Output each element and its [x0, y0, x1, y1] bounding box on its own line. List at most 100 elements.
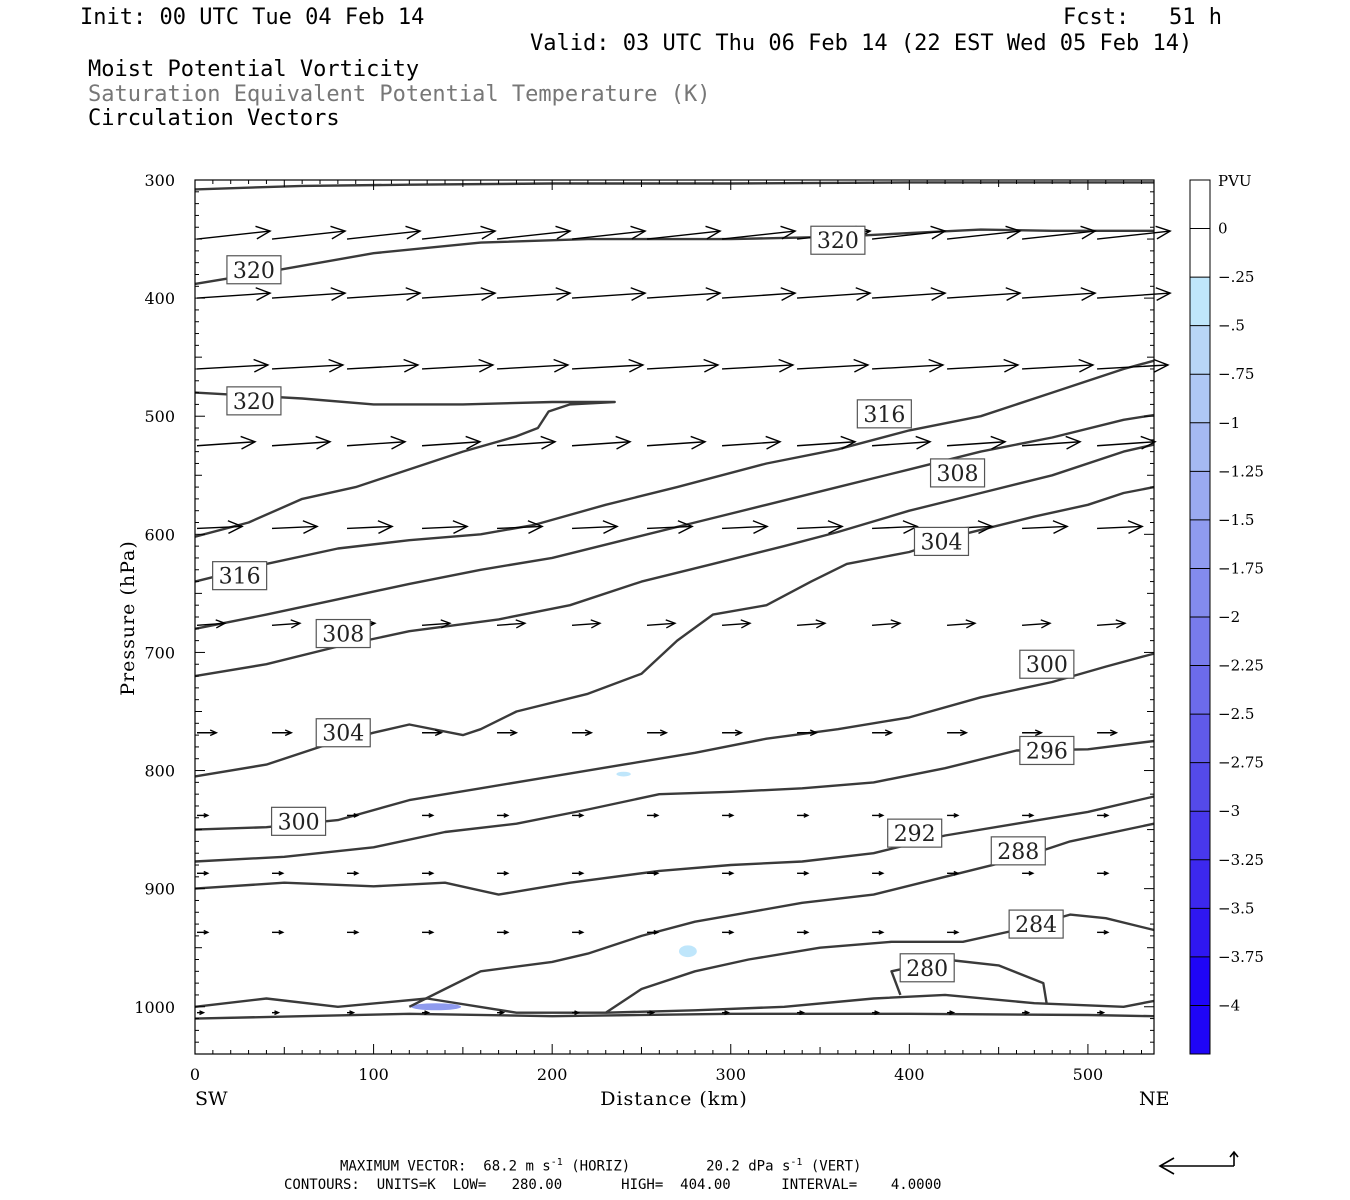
vector-head	[878, 929, 885, 935]
circulation-vector	[947, 870, 960, 876]
circulation-vector	[947, 287, 1022, 301]
circulation-vector	[197, 1010, 206, 1016]
y-tick-label: 600	[144, 525, 175, 544]
circulation-vector	[272, 870, 285, 876]
theta-contour	[194, 795, 1155, 896]
contour-label-box	[270, 806, 327, 836]
vector-head	[584, 729, 594, 737]
circulation-vector	[722, 1010, 731, 1016]
theta-contour	[194, 181, 1154, 191]
circulation-vector	[1021, 225, 1097, 240]
circulation-vector	[871, 225, 947, 240]
y-axis-title: Pressure (hPa)	[117, 540, 139, 696]
vector-head	[953, 929, 960, 935]
vector-head	[1140, 435, 1157, 450]
vector-shaft	[872, 622, 901, 626]
circulation-vector	[646, 619, 677, 629]
vector-head	[677, 520, 694, 534]
vector-shaft	[1097, 525, 1143, 530]
circulation-vector	[497, 870, 510, 876]
vector-head	[803, 929, 810, 935]
vector-head	[799, 1010, 806, 1016]
circulation-vector	[722, 812, 735, 818]
vector-head	[649, 1010, 656, 1016]
vector-head	[203, 870, 210, 876]
vector-head	[703, 358, 720, 373]
vector-shaft	[722, 525, 768, 530]
circulation-vector	[872, 929, 885, 935]
vector-shaft	[496, 292, 571, 299]
theta-contour	[194, 485, 1155, 778]
circulation-vector	[422, 1010, 431, 1016]
vector-head	[405, 225, 422, 240]
vector-shaft	[571, 441, 631, 447]
vector-head	[778, 358, 795, 373]
vector-head	[765, 435, 782, 450]
vector-head	[278, 870, 285, 876]
circulation-vector	[872, 287, 947, 301]
vector-head	[290, 619, 302, 629]
vector-shaft	[271, 622, 301, 626]
vector-shaft	[421, 292, 496, 299]
vector-shaft	[796, 441, 856, 447]
contour-label-text: 304	[920, 530, 962, 555]
vector-shaft	[646, 441, 706, 447]
colorbar-label: −4	[1218, 996, 1240, 1014]
vector-head	[1052, 520, 1069, 534]
vector-head	[478, 358, 495, 373]
circulation-vector	[496, 225, 572, 240]
circulation-vector	[571, 520, 619, 534]
colorbar-label: −3.75	[1218, 948, 1264, 966]
circulation-vector	[197, 812, 210, 818]
contour-label-text: 320	[233, 259, 275, 284]
vector-head	[428, 929, 435, 935]
y-tick-label: 300	[144, 171, 175, 190]
max-vector-label: MAXIMUM VECTOR:	[340, 1158, 467, 1175]
vector-shaft	[947, 364, 1019, 370]
contour-label: 320	[810, 225, 866, 255]
circulation-vector	[347, 1010, 356, 1016]
vert-max-value: 20.2 dPa s	[706, 1158, 791, 1175]
vector-head	[255, 225, 272, 240]
vector-head	[953, 812, 960, 818]
vector-shaft	[721, 292, 796, 299]
vector-shaft	[421, 622, 451, 626]
vector-shaft	[872, 292, 946, 299]
circulation-vector	[796, 287, 872, 301]
vector-shaft	[1097, 441, 1156, 447]
vector-head	[602, 520, 619, 534]
contour-label-text: 292	[894, 822, 936, 847]
contour-label-text: 308	[322, 623, 364, 648]
vector-head	[1153, 358, 1170, 373]
circulation-vector	[947, 929, 960, 935]
contour-label-box	[899, 953, 955, 983]
circulation-vector	[796, 619, 827, 629]
contour-label: 288	[990, 836, 1046, 866]
contour-label-box	[226, 386, 282, 416]
colorbar-swatch	[1190, 714, 1210, 764]
vector-head	[452, 520, 469, 534]
circulation-vector	[1097, 812, 1110, 818]
circulation-vector	[196, 619, 227, 629]
pv-fill-layer	[411, 771, 697, 1011]
circulation-vector	[947, 619, 977, 629]
contour-label: 280	[899, 953, 955, 983]
circulation-vector	[571, 619, 602, 629]
circulation-vector	[346, 225, 422, 240]
vector-head	[930, 225, 947, 240]
theta-contour	[605, 913, 1155, 1014]
circulation-vector	[1097, 287, 1172, 301]
circulation-vector	[572, 929, 585, 935]
vector-shaft	[872, 364, 944, 370]
circulation-vector	[722, 870, 735, 876]
vector-head	[665, 619, 677, 629]
vector-head	[628, 358, 645, 373]
vector-head	[465, 435, 482, 450]
vector-shaft	[871, 230, 946, 240]
circulation-vector	[1097, 1010, 1106, 1016]
circulation-vector	[497, 1010, 506, 1016]
vector-shaft	[571, 622, 601, 626]
circulation-vector	[422, 929, 435, 935]
circulation-vector	[797, 520, 844, 534]
circulation-vector	[797, 358, 870, 373]
